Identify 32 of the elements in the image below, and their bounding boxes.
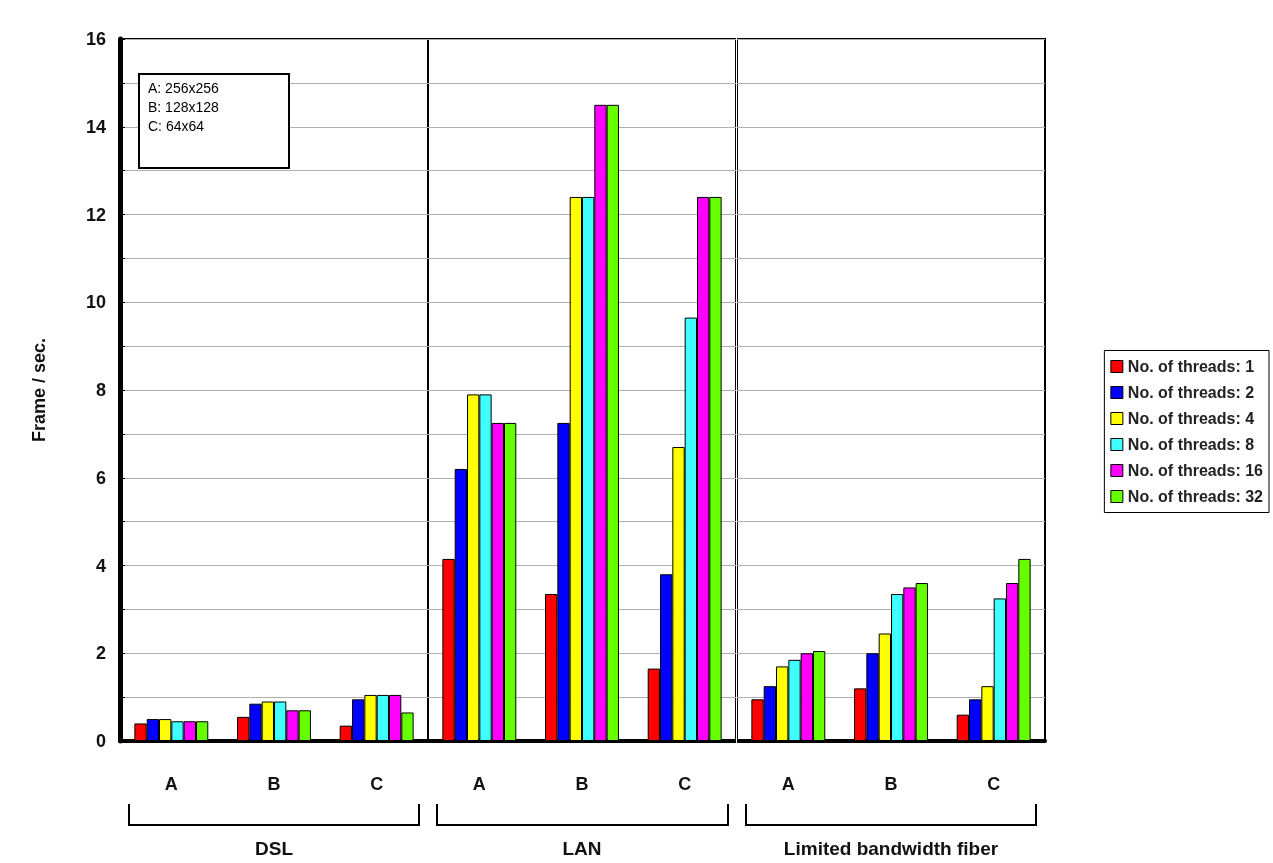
y-tick-label: 8 <box>95 380 106 400</box>
annotation: A: 256x256 <box>148 79 220 98</box>
y-tick-label: 16 <box>85 29 106 49</box>
y-tick-label: 4 <box>95 555 106 576</box>
x-tick-label: C <box>678 774 692 794</box>
y-tick-label: 10 <box>85 292 106 313</box>
x-axis-title: LAN <box>562 838 602 859</box>
legend-label: No. of threads: 8 <box>1127 436 1254 453</box>
y-tick-label: 14 <box>85 116 106 137</box>
x-tick-label: B <box>267 774 281 794</box>
x-tick-label: A <box>473 774 487 794</box>
x-axis-title: DSL <box>255 838 294 859</box>
y-tick-label: 12 <box>85 204 106 225</box>
y-axis-title: Frame / sec. <box>29 337 49 443</box>
x-tick-label: C <box>370 774 384 794</box>
annotation: B: 128x128 <box>148 98 220 117</box>
x-tick-label: A <box>164 774 178 794</box>
note-box: A: 256x256 B: 128x128 C: 64x64 <box>138 73 290 169</box>
annotation: C: 64x64 <box>148 117 206 136</box>
x-tick-label: A <box>781 774 795 794</box>
legend-label: No. of threads: 2 <box>1127 384 1254 401</box>
x-tick-label: B <box>884 774 898 794</box>
legend-label: No. of threads: 32 <box>1127 488 1263 505</box>
legend-label: No. of threads: 4 <box>1127 410 1254 427</box>
x-tick-label: B <box>575 774 589 794</box>
y-tick-label: 0 <box>95 731 106 751</box>
y-tick-label: 6 <box>95 467 106 488</box>
y-tick-label: 2 <box>95 643 106 664</box>
x-tick-label: C <box>986 774 1000 794</box>
legend-label: No. of threads: 1 <box>1127 358 1254 375</box>
legend-label: No. of threads: 16 <box>1127 462 1263 479</box>
x-axis-title: Limited bandwidth fiber <box>783 838 999 859</box>
